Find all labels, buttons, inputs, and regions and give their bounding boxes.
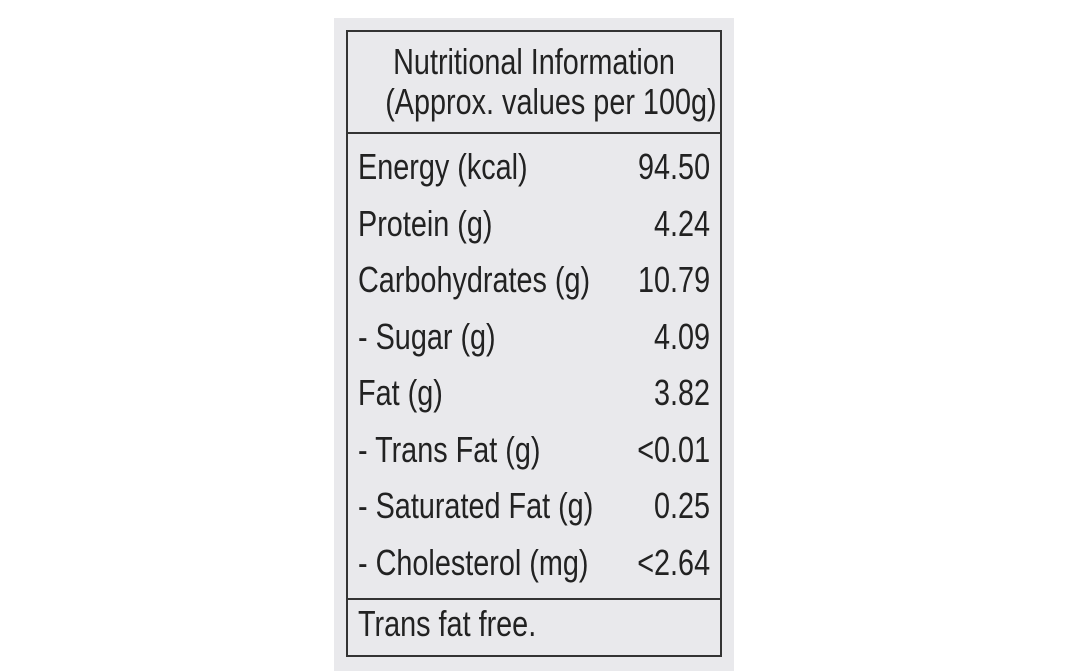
nutrient-value: 10.79: [637, 259, 710, 300]
footer-note: Trans fat free.: [358, 603, 537, 644]
nutrient-value: 94.50: [637, 146, 710, 187]
nutrient-value: 4.24: [653, 202, 710, 244]
nutrient-name: - Trans Fat (g): [358, 428, 541, 470]
nutrient-name: - Saturated Fat (g): [358, 485, 594, 526]
nutrient-name: Fat (g): [358, 372, 443, 413]
nutrient-name: Carbohydrates (g): [358, 259, 591, 300]
nutrient-name: Protein (g): [358, 202, 493, 244]
nutrient-value: 0.25: [653, 485, 710, 526]
divider: [348, 598, 720, 600]
nutrient-value: 3.82: [653, 372, 710, 413]
subtitle: (Approx. values per 100g): [385, 81, 717, 122]
nutrient-value: 4.09: [653, 315, 710, 357]
divider: [348, 132, 720, 134]
title: Nutritional Information: [393, 41, 675, 82]
nutrient-value: <2.64: [637, 541, 710, 583]
nutrient-value: <0.01: [637, 428, 710, 470]
nutrient-name: - Sugar (g): [358, 315, 496, 357]
nutrition-label: Nutritional Information (Approx. values …: [334, 18, 734, 671]
label-box: Nutritional Information (Approx. values …: [346, 30, 722, 657]
nutrient-name: - Cholesterol (mg): [358, 541, 589, 583]
nutrient-name: Energy (kcal): [358, 146, 528, 187]
